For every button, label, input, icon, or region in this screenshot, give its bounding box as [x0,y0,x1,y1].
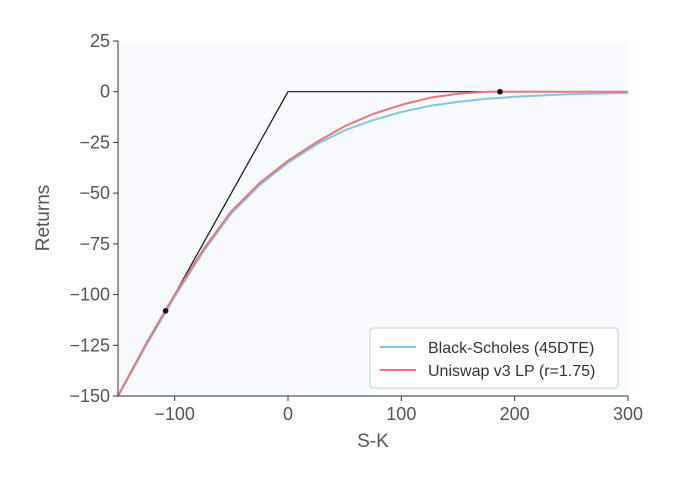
y-tick-label: −25 [79,132,110,152]
x-tick-label: 100 [386,404,416,424]
marker-point-1 [497,88,503,95]
legend-label-black-scholes: Black-Scholes (45DTE) [428,340,594,357]
legend-box [369,327,619,389]
y-tick-label: −125 [69,335,110,355]
y-tick-label: 25 [90,31,110,51]
y-tick-label: −50 [79,183,110,203]
y-tick-label: −150 [69,386,110,406]
marker-point-0 [162,308,169,314]
y-tick-label: −75 [79,234,110,254]
y-ticks: 25 0 −25 −50 −75 −100 −125 −150 [69,31,118,406]
x-tick-label: 300 [613,404,643,424]
x-tick-label: −100 [154,404,195,424]
x-tick-label: 200 [500,404,530,424]
y-tick-label: −100 [69,285,110,305]
x-ticks: −100 0 100 200 300 [154,396,643,424]
black-scholes-line [117,91,629,397]
y-axis-label: Returns [33,185,54,252]
x-tick-label: 0 [283,404,293,424]
x-axis-label: S-K [357,431,389,452]
legend: Black-Scholes (45DTE) Uniswap v3 LP (r=1… [369,327,619,389]
legend-label-uniswap: Uniswap v3 LP (r=1.75) [428,363,595,380]
y-tick-label: 0 [100,82,110,102]
markers [162,88,503,314]
